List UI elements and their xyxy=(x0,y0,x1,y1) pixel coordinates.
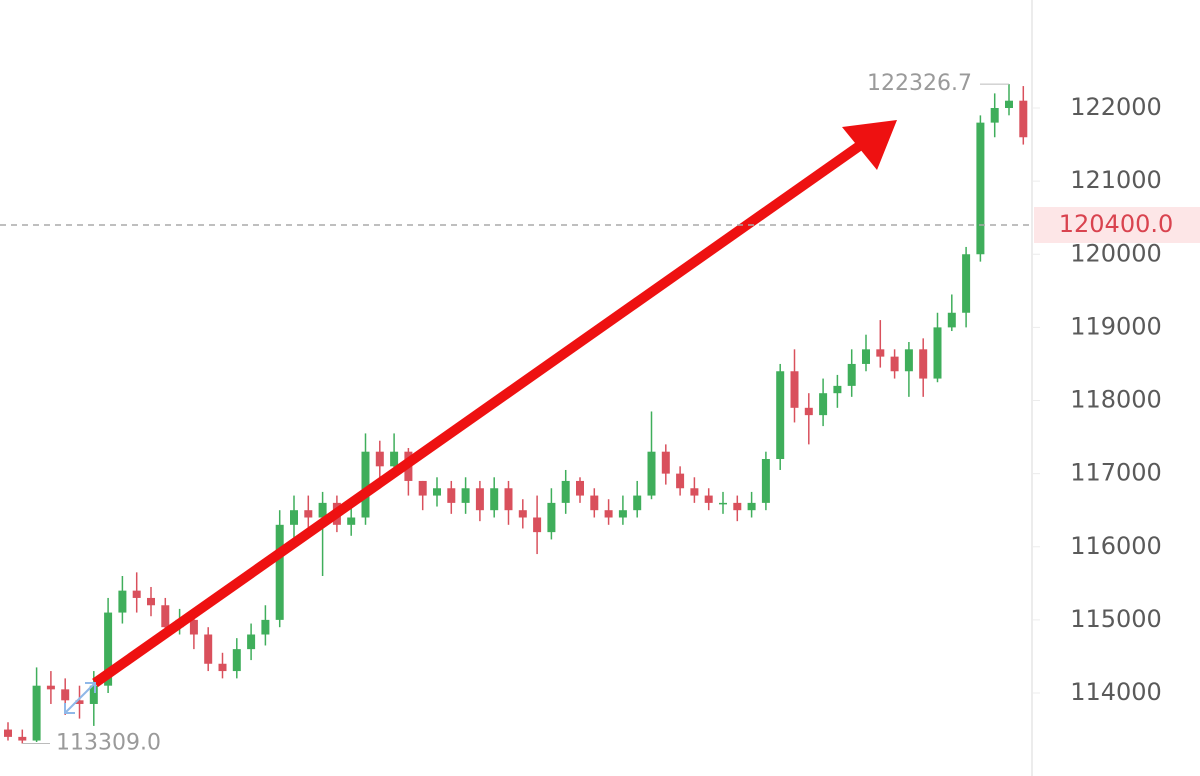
candle-body xyxy=(347,517,356,525)
candle-body xyxy=(1019,100,1028,138)
candle-body xyxy=(804,407,813,416)
candle-body xyxy=(819,393,828,416)
candle-body xyxy=(75,700,84,704)
candle-body xyxy=(461,488,470,503)
candle-body xyxy=(518,510,527,518)
candle-body xyxy=(147,597,155,606)
current-price-label: 120400.0 xyxy=(1059,210,1174,238)
candle-body xyxy=(204,634,213,664)
candle-body xyxy=(547,502,556,533)
candle-body xyxy=(776,371,785,460)
candle-body xyxy=(862,349,870,364)
candle-body xyxy=(590,495,599,511)
arrow-head xyxy=(842,120,897,170)
candle-body xyxy=(232,649,241,672)
candle-body xyxy=(833,385,842,394)
candle-body xyxy=(46,685,55,690)
y-tick-label: 122000 xyxy=(1070,93,1162,121)
y-tick-label: 119000 xyxy=(1070,312,1162,340)
candle-body xyxy=(618,510,627,518)
candle-body xyxy=(690,488,699,496)
y-tick-label: 121000 xyxy=(1070,166,1162,194)
candle-body xyxy=(647,451,656,496)
candle-body xyxy=(261,619,270,635)
candle-body xyxy=(189,619,198,635)
candle-body xyxy=(118,590,127,613)
candle-body xyxy=(919,349,928,379)
candle-body xyxy=(304,510,313,518)
min-marker-label: 113309.0 xyxy=(56,731,161,756)
candle-body xyxy=(604,510,613,518)
candle-body xyxy=(490,488,499,511)
candle-body xyxy=(104,612,113,686)
candle-body xyxy=(89,685,98,704)
candle-body xyxy=(947,312,956,328)
y-tick-label: 116000 xyxy=(1070,532,1162,560)
candle-body xyxy=(704,495,713,503)
arrow-shaft xyxy=(92,137,868,688)
candle-body xyxy=(576,480,584,496)
candle-body xyxy=(719,502,727,505)
candle-body xyxy=(61,689,70,701)
candle-body xyxy=(761,459,770,503)
candle-body xyxy=(962,254,971,313)
candle-body xyxy=(933,327,942,379)
candle-body xyxy=(790,371,799,408)
candle-body xyxy=(504,488,513,511)
candle-body xyxy=(290,510,298,525)
candle-body xyxy=(876,349,885,357)
candle-body xyxy=(318,502,327,518)
trend-arrow xyxy=(92,120,897,688)
candle-body xyxy=(418,480,427,496)
candle-body xyxy=(661,451,670,474)
candle-body xyxy=(390,451,399,467)
y-tick-label: 120000 xyxy=(1070,239,1162,267)
candle-body xyxy=(633,495,642,511)
max-marker-label: 122326.7 xyxy=(867,71,972,96)
candle-body xyxy=(976,122,985,255)
candle-body xyxy=(990,108,999,123)
candle-body xyxy=(247,634,256,650)
y-tick-label: 118000 xyxy=(1070,386,1162,414)
candle-body xyxy=(447,488,456,503)
candle-body xyxy=(1005,100,1013,109)
candle-body xyxy=(161,605,170,628)
y-tick-label: 115000 xyxy=(1070,605,1162,633)
candle-body xyxy=(475,488,484,511)
candle-body xyxy=(32,685,41,741)
candle-body xyxy=(4,729,12,737)
candle-body xyxy=(904,349,913,372)
candle-body xyxy=(890,356,899,372)
candle-body xyxy=(361,451,370,518)
y-tick-label: 117000 xyxy=(1070,459,1162,487)
candle-body xyxy=(847,363,856,386)
candle-body xyxy=(747,502,756,511)
candle-body xyxy=(561,480,570,503)
candle-body xyxy=(375,451,384,467)
expand-icon xyxy=(64,682,96,714)
candle-body xyxy=(275,524,284,620)
y-tick-label: 114000 xyxy=(1070,678,1162,706)
candle-body xyxy=(218,663,227,672)
candle-body xyxy=(132,590,141,598)
candle-body xyxy=(433,488,441,496)
candle-body xyxy=(733,502,742,511)
candle-body xyxy=(18,736,27,741)
candle-body xyxy=(533,517,542,533)
current-price-box xyxy=(1034,207,1200,244)
candle-body xyxy=(676,473,685,489)
